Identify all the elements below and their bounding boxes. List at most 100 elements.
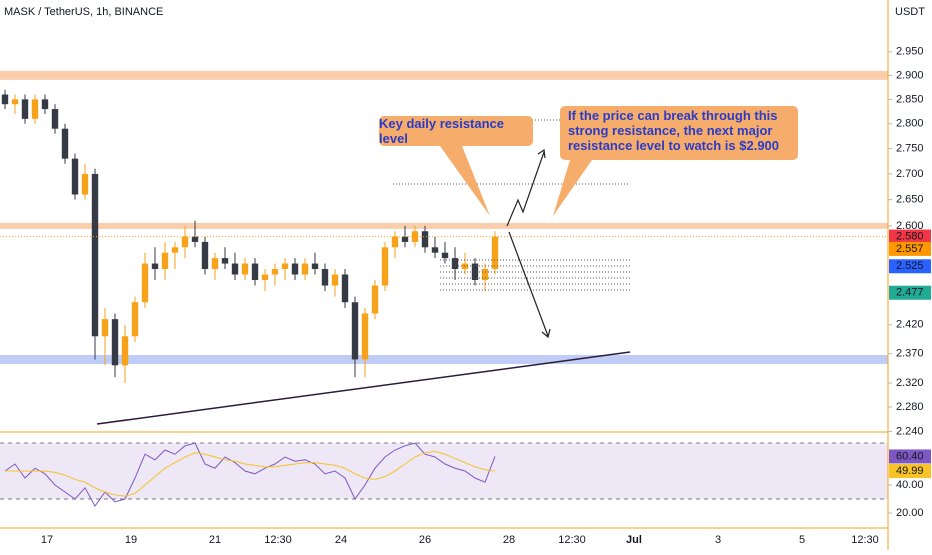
candle-body xyxy=(201,241,209,270)
candle-body xyxy=(281,263,289,270)
callout-pointer xyxy=(440,146,490,216)
candle-body xyxy=(121,336,129,366)
x-tick-label: 28 xyxy=(503,534,515,546)
callout-2: If the price can break through this stro… xyxy=(553,106,798,216)
x-tick-label: 12:30 xyxy=(558,534,586,546)
y-tick-label: 2.240 xyxy=(896,425,924,437)
candle-body xyxy=(191,236,199,242)
candle-body xyxy=(261,274,269,280)
candle-body xyxy=(231,263,239,275)
y-tick-label: 2.600 xyxy=(896,220,924,232)
y-tick-label: 2.320 xyxy=(896,377,924,389)
candle-body xyxy=(151,263,159,270)
candle-body xyxy=(391,236,399,248)
candle-body xyxy=(451,258,459,270)
down-arrowhead xyxy=(541,328,551,339)
indicator-badge-label: 60.40 xyxy=(896,450,924,462)
candle-body xyxy=(131,302,139,337)
candle-body xyxy=(181,236,189,248)
candle-body xyxy=(301,263,309,275)
y-tick-label: 2.280 xyxy=(896,401,924,413)
candle-body xyxy=(401,236,409,242)
drawings xyxy=(96,119,631,425)
candle-body xyxy=(31,99,39,119)
rsi-line xyxy=(4,442,496,507)
candle-body xyxy=(421,231,429,248)
y-tick-label: 2.750 xyxy=(896,143,924,155)
y-tick-label: 2.370 xyxy=(896,348,924,360)
candle-body xyxy=(251,263,259,280)
candle-body xyxy=(161,252,169,270)
candle-body xyxy=(431,247,439,253)
candle-body xyxy=(291,263,299,275)
candle-body xyxy=(71,158,79,195)
x-tick-label: 12:30 xyxy=(851,534,879,546)
zone xyxy=(0,354,888,364)
x-tick-label: 12:30 xyxy=(264,534,292,546)
callout-pointer xyxy=(553,160,592,216)
callout-box xyxy=(560,106,798,160)
x-tick-label: 3 xyxy=(715,534,721,546)
target-lines xyxy=(393,119,630,291)
x-tick-label: 5 xyxy=(799,534,805,546)
candle-body xyxy=(321,269,329,286)
price-badge xyxy=(889,259,931,274)
indicator-badge-label: 49.99 xyxy=(896,465,924,477)
y-tick-label: 2.950 xyxy=(896,46,924,58)
callout-box xyxy=(379,116,533,146)
candle-body xyxy=(101,319,109,337)
x-tick-label: 26 xyxy=(419,534,431,546)
zone xyxy=(0,70,888,80)
rsi-line xyxy=(5,450,496,497)
candle-body xyxy=(311,263,319,270)
candle-body xyxy=(341,274,349,303)
candle-body xyxy=(361,313,369,360)
y-tick-label: 2.650 xyxy=(896,194,924,206)
x-tick-label: 17 xyxy=(41,534,53,546)
candle-body xyxy=(11,99,19,105)
price-badge xyxy=(889,285,931,300)
callout-text-box: If the price can break through this stro… xyxy=(568,108,779,153)
callout-text: Key daily resistance level xyxy=(379,116,505,146)
candle-body xyxy=(351,302,359,360)
y-tick-label: 2.850 xyxy=(896,93,924,105)
candle-body xyxy=(171,247,179,253)
price-badge xyxy=(889,241,931,256)
candle-body xyxy=(61,128,69,159)
candle-body xyxy=(491,236,499,270)
up-arrow xyxy=(506,151,545,227)
y-tick-label: 2.420 xyxy=(896,319,924,331)
callout-1: Key daily resistance level xyxy=(379,116,533,216)
x-tick-label: 24 xyxy=(335,534,347,546)
price-badge xyxy=(889,229,931,244)
candle-body xyxy=(241,263,249,275)
price-badge-label: 2.557 xyxy=(896,243,924,255)
x-tick-label: Jul xyxy=(626,534,642,546)
rsi-band xyxy=(0,443,888,500)
trend-line xyxy=(96,351,631,425)
y-tick-label: 2.700 xyxy=(896,168,924,180)
candle-body xyxy=(371,285,379,314)
y-tick-label: 20.00 xyxy=(896,507,924,519)
candle-body xyxy=(441,252,449,259)
candle-body xyxy=(471,263,479,280)
indicator-badge xyxy=(889,449,931,464)
candle-body xyxy=(1,94,9,105)
candles xyxy=(0,89,888,384)
x-tick-label: 21 xyxy=(209,534,221,546)
candle-body xyxy=(111,319,119,366)
candle-body xyxy=(81,173,89,195)
indicator-badge xyxy=(889,464,931,479)
up-arrowhead xyxy=(537,148,546,159)
zone xyxy=(0,222,888,229)
down-arrow xyxy=(508,231,549,337)
chart-title: MASK / TetherUS, 1h, BINANCE xyxy=(4,6,163,18)
candle-body xyxy=(331,274,339,286)
price-badge-label: 2.477 xyxy=(896,287,924,299)
y-tick-label: 2.800 xyxy=(896,118,924,130)
candle-body xyxy=(481,269,489,280)
callout-text-box: Key daily resistance level xyxy=(379,116,505,146)
candle-body xyxy=(221,258,229,264)
candle-body xyxy=(41,99,49,110)
